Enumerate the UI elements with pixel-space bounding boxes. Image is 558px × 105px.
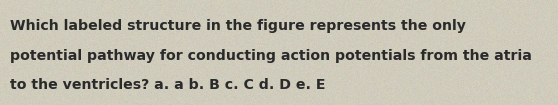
Text: to the ventricles? a. a b. B c. C d. D e. E: to the ventricles? a. a b. B c. C d. D e… <box>10 78 325 92</box>
Text: potential pathway for conducting action potentials from the atria: potential pathway for conducting action … <box>10 49 532 63</box>
Text: Which labeled structure in the figure represents the only: Which labeled structure in the figure re… <box>10 19 466 33</box>
